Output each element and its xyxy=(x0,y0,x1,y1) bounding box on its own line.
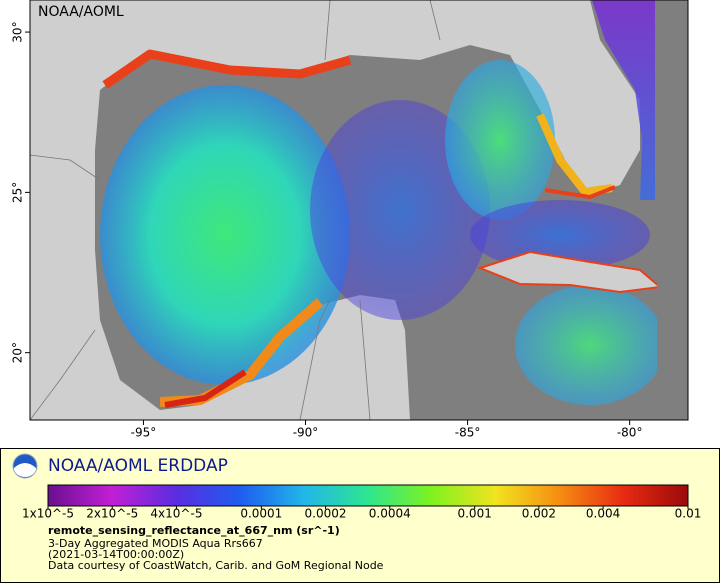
colorbar-tick-label: 0.01 xyxy=(675,507,702,521)
map: NOAA/AOML xyxy=(30,0,688,420)
y-tick-label: 20° xyxy=(11,342,25,363)
info-line: (2021-03-14T00:00:00Z) xyxy=(48,548,184,561)
eastern-gulf-data xyxy=(445,60,555,220)
y-tick-label: 30° xyxy=(11,21,25,42)
info-line: Data courtesy of CoastWatch, Carib. and … xyxy=(48,559,384,572)
colorbar-tick-label: 0.001 xyxy=(457,507,491,521)
noaa-logo xyxy=(12,453,38,479)
no-data-strip xyxy=(657,0,688,420)
x-tick-label: -80° xyxy=(617,426,643,440)
straits-data xyxy=(470,200,650,270)
central-gulf-data xyxy=(310,100,490,320)
label-bg xyxy=(32,2,112,22)
caribbean-data xyxy=(515,285,665,405)
colorbar-tick-label: 1x10^-5 xyxy=(22,507,74,521)
colorbar xyxy=(47,484,689,507)
colorbar-tick-label: 0.002 xyxy=(522,507,556,521)
colorbar-tick-label: 4x10^-5 xyxy=(150,507,202,521)
x-tick-label: -95° xyxy=(131,426,157,440)
variable-name: remote_sensing_reflectance_at_667_nm (sr… xyxy=(48,524,340,537)
info-line: 3-Day Aggregated MODIS Aqua Rrs667 xyxy=(48,537,263,550)
coastal-band xyxy=(544,185,616,200)
legend-title: NOAA/AOML ERDDAP xyxy=(48,456,228,476)
colorbar-tick-label: 2x10^-5 xyxy=(86,507,138,521)
colorbar-tick-label: 0.0004 xyxy=(369,507,411,521)
x-tick-label: -90° xyxy=(293,426,319,440)
map-frame xyxy=(29,0,689,421)
atlantic-data xyxy=(592,0,655,200)
map-label: NOAA/AOML xyxy=(38,4,124,20)
y-tick-label: 25° xyxy=(11,182,25,203)
borders xyxy=(30,0,441,420)
colorbar-tick-label: 0.004 xyxy=(586,507,620,521)
legend-panel xyxy=(0,448,720,583)
x-tick-label: -85° xyxy=(455,426,481,440)
coastal-band xyxy=(164,369,247,408)
coastal-band xyxy=(102,49,352,89)
colorbar-tick-label: 0.0001 xyxy=(240,507,282,521)
western-gulf-data xyxy=(100,85,350,385)
coastal-band xyxy=(536,113,613,196)
colorbar-tick-label: 0.0002 xyxy=(305,507,347,521)
